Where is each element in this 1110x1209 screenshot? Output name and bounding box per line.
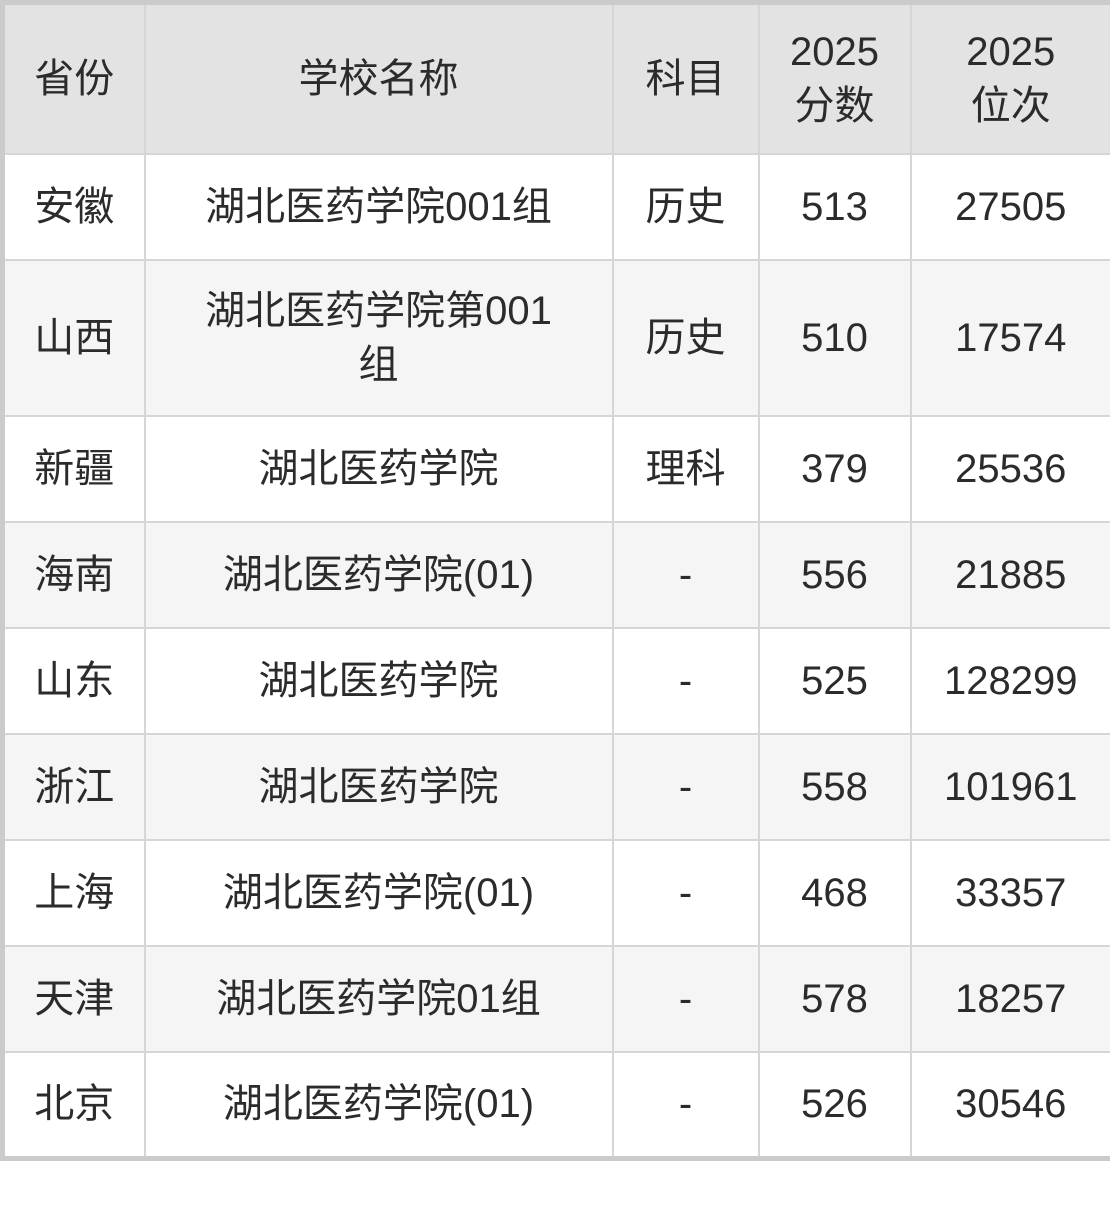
table-row: 新疆 湖北医药学院 理科 379 25536 — [1, 415, 1110, 523]
cell-score: 558 — [757, 733, 912, 841]
cell-school: 湖北医药学院001组 — [143, 153, 614, 261]
cell-subject: 理科 — [611, 415, 760, 523]
cell-score: 513 — [757, 153, 912, 261]
cell-school-text: 湖北医药学院第001组 — [205, 289, 552, 387]
cell-score: 526 — [757, 1051, 912, 1159]
table-row: 海南 湖北医药学院(01) - 556 21885 — [1, 521, 1110, 629]
cell-school: 湖北医药学院01组 — [143, 945, 614, 1053]
cell-province: 上海 — [1, 839, 146, 947]
col-header-province: 省份 — [1, 1, 146, 155]
cell-score: 510 — [757, 259, 912, 417]
cell-subject: - — [611, 839, 760, 947]
cell-school: 湖北医药学院第001组 — [143, 259, 614, 417]
cell-score: 525 — [757, 627, 912, 735]
cell-province: 浙江 — [1, 733, 146, 841]
cell-subject: - — [611, 521, 760, 629]
cell-school: 湖北医药学院 — [143, 733, 614, 841]
cell-score: 578 — [757, 945, 912, 1053]
cell-subject: - — [611, 1051, 760, 1159]
cell-school: 湖北医药学院(01) — [143, 839, 614, 947]
cell-score: 468 — [757, 839, 912, 947]
admission-score-table-container: 省份 学校名称 科目 2025 分数 2025 位次 安徽 湖北医药学院001组… — [0, 0, 1110, 1161]
table-row: 山西 湖北医药学院第001组 历史 510 17574 — [1, 259, 1110, 417]
cell-province: 海南 — [1, 521, 146, 629]
cell-province: 山东 — [1, 627, 146, 735]
table-row: 山东 湖北医药学院 - 525 128299 — [1, 627, 1110, 735]
table-header: 省份 学校名称 科目 2025 分数 2025 位次 — [1, 1, 1110, 155]
cell-rank: 128299 — [909, 627, 1110, 735]
cell-subject: - — [611, 733, 760, 841]
cell-subject: 历史 — [611, 153, 760, 261]
cell-province: 安徽 — [1, 153, 146, 261]
cell-school: 湖北医药学院 — [143, 627, 614, 735]
cell-school: 湖北医药学院 — [143, 415, 614, 523]
table-row: 上海 湖北医药学院(01) - 468 33357 — [1, 839, 1110, 947]
cell-province: 山西 — [1, 259, 146, 417]
cell-score: 379 — [757, 415, 912, 523]
cell-province: 天津 — [1, 945, 146, 1053]
cell-rank: 21885 — [909, 521, 1110, 629]
cell-subject: 历史 — [611, 259, 760, 417]
cell-subject: - — [611, 627, 760, 735]
admission-score-table: 省份 学校名称 科目 2025 分数 2025 位次 安徽 湖北医药学院001组… — [0, 0, 1110, 1161]
cell-rank: 30546 — [909, 1051, 1110, 1159]
col-header-rank-2025: 2025 位次 — [909, 1, 1110, 155]
cell-rank: 27505 — [909, 153, 1110, 261]
table-body: 安徽 湖北医药学院001组 历史 513 27505 山西 湖北医药学院第001… — [1, 153, 1110, 1159]
cell-province: 北京 — [1, 1051, 146, 1159]
cell-rank: 25536 — [909, 415, 1110, 523]
cell-rank: 101961 — [909, 733, 1110, 841]
cell-school: 湖北医药学院(01) — [143, 521, 614, 629]
col-header-subject: 科目 — [611, 1, 760, 155]
table-row: 北京 湖北医药学院(01) - 526 30546 — [1, 1051, 1110, 1159]
cell-subject: - — [611, 945, 760, 1053]
col-header-score-2025: 2025 分数 — [757, 1, 912, 155]
header-row: 省份 学校名称 科目 2025 分数 2025 位次 — [1, 1, 1110, 155]
cell-score: 556 — [757, 521, 912, 629]
table-row: 安徽 湖北医药学院001组 历史 513 27505 — [1, 153, 1110, 261]
cell-province: 新疆 — [1, 415, 146, 523]
cell-rank: 33357 — [909, 839, 1110, 947]
table-row: 浙江 湖北医药学院 - 558 101961 — [1, 733, 1110, 841]
cell-rank: 18257 — [909, 945, 1110, 1053]
cell-rank: 17574 — [909, 259, 1110, 417]
cell-school: 湖北医药学院(01) — [143, 1051, 614, 1159]
table-row: 天津 湖北医药学院01组 - 578 18257 — [1, 945, 1110, 1053]
col-header-school: 学校名称 — [143, 1, 614, 155]
